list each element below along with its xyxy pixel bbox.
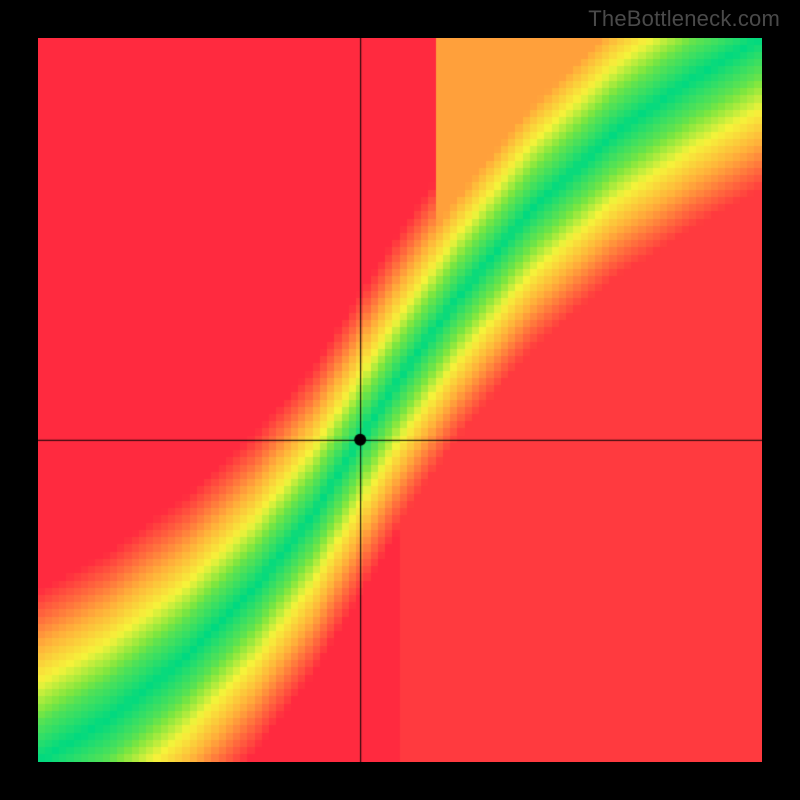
watermark-text: TheBottleneck.com — [588, 6, 780, 32]
chart-container: TheBottleneck.com — [0, 0, 800, 800]
heatmap-plot — [38, 38, 762, 762]
